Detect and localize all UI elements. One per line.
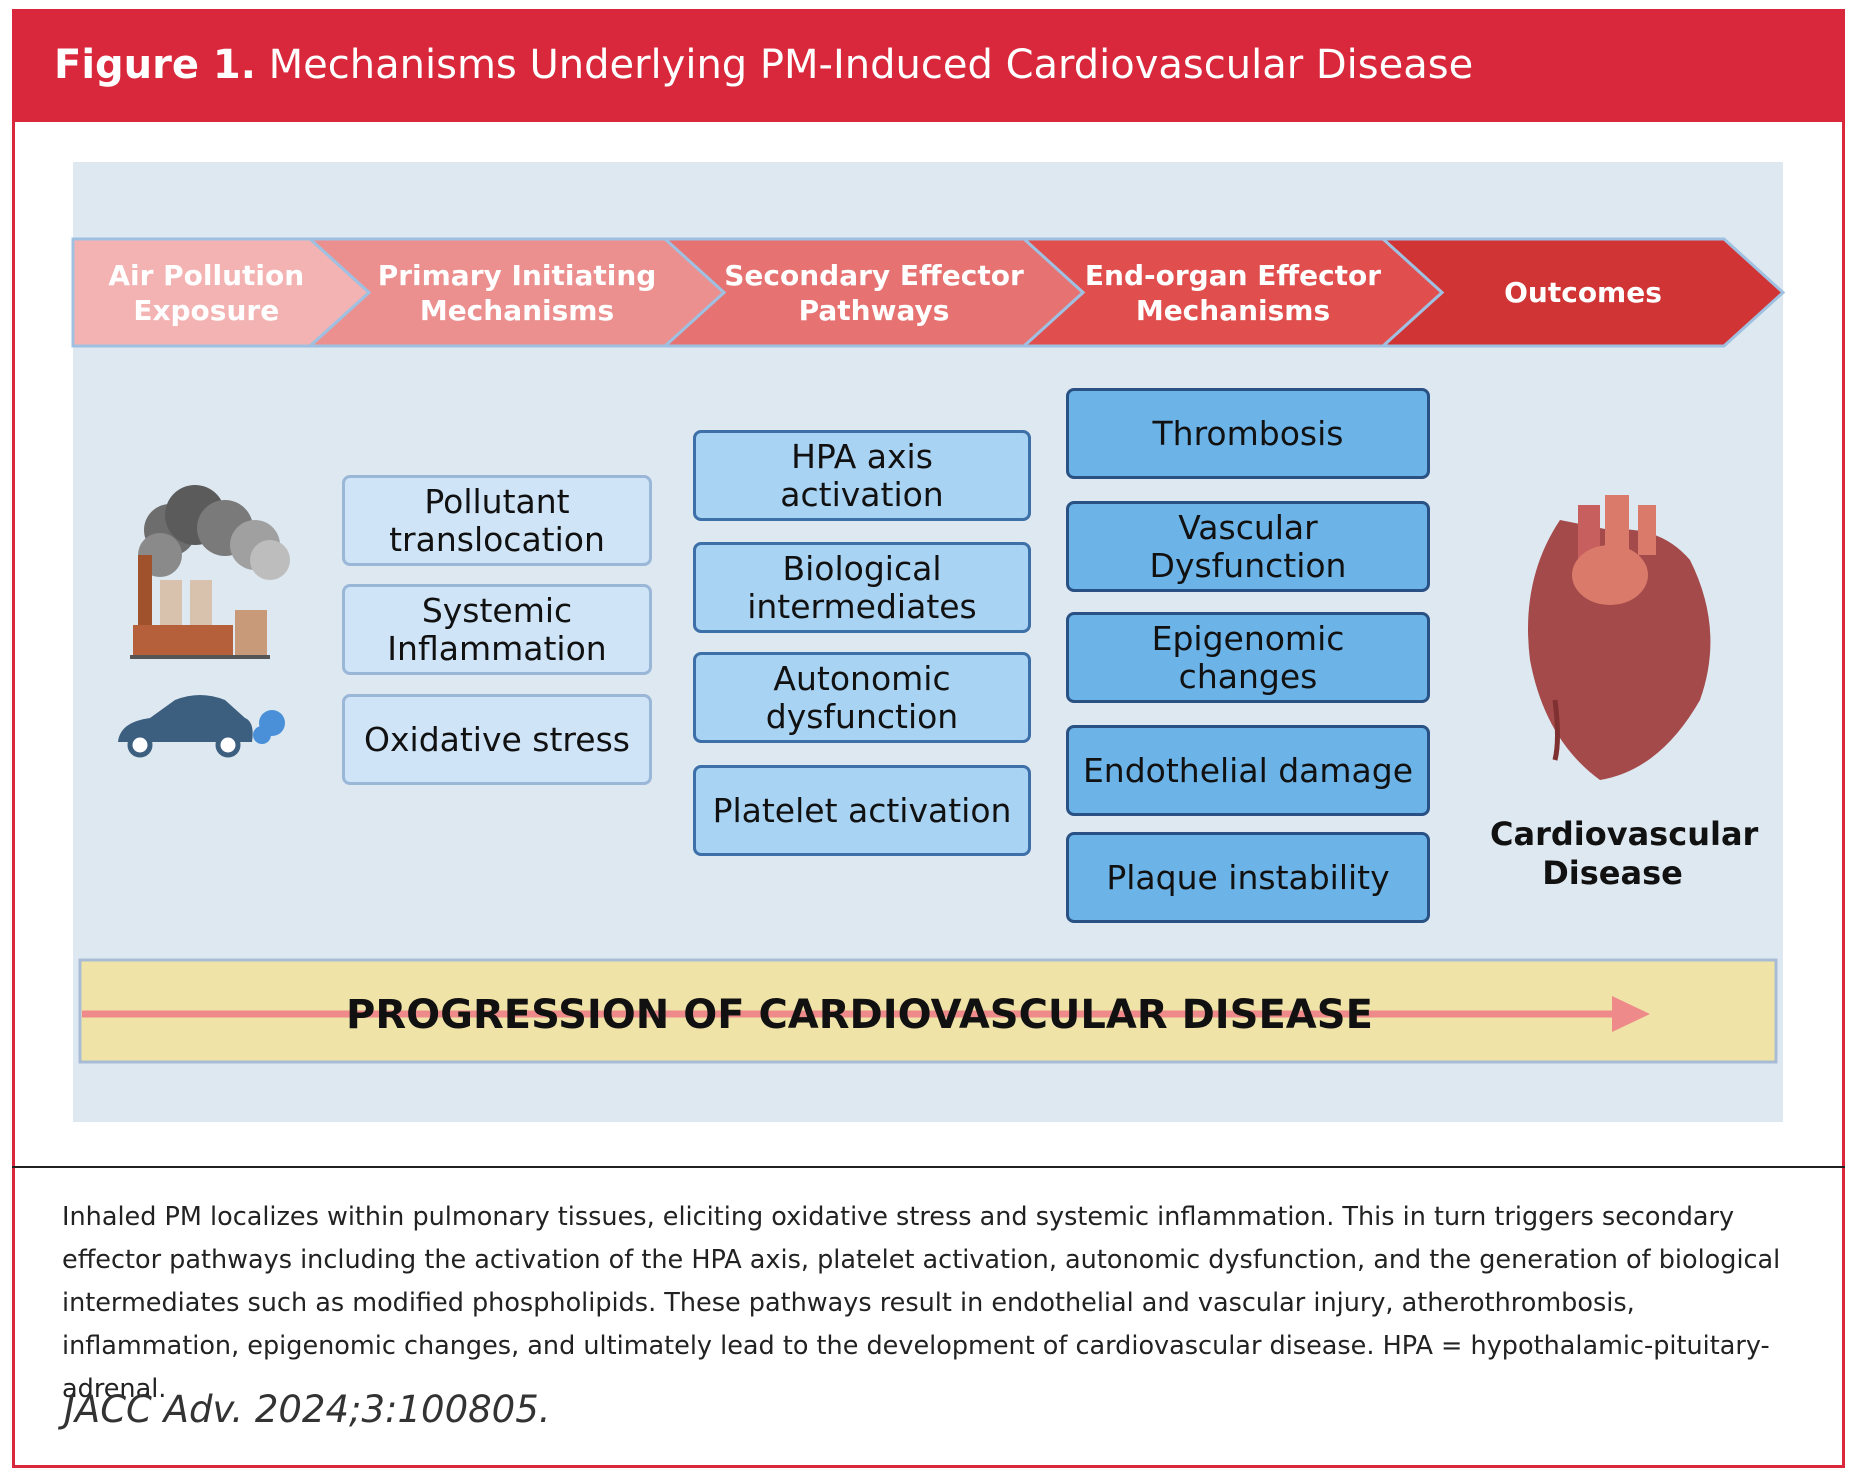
- factory-icon: [130, 485, 290, 659]
- stage-label: Primary Initiating Mechanisms: [377, 258, 657, 327]
- mechanism-box: Epigenomic changes: [1066, 612, 1430, 703]
- mechanism-box: Oxidative stress: [342, 694, 652, 785]
- divider: [12, 1166, 1845, 1168]
- progression-label: PROGRESSION OF CARDIOVASCULAR DISEASE: [346, 992, 1373, 1038]
- mechanism-box: Plaque instability: [1066, 832, 1430, 923]
- mechanism-box: HPA axis activation: [693, 430, 1031, 521]
- stage-chevron: [71, 237, 372, 348]
- mechanism-box: Biological intermediates: [693, 542, 1031, 633]
- mechanism-box: Thrombosis: [1066, 388, 1430, 479]
- mechanism-box: Vascular Dysfunction: [1066, 501, 1430, 592]
- mechanism-box: Systemic Inflammation: [342, 584, 652, 675]
- mechanism-box: Autonomic dysfunction: [693, 652, 1031, 743]
- car-icon: [118, 695, 285, 758]
- figure-title: Mechanisms Underlying PM-Induced Cardiov…: [268, 42, 1474, 88]
- heart-icon: [1528, 495, 1711, 780]
- mechanism-box: Pollutant translocation: [342, 475, 652, 566]
- caption: Inhaled PM localizes within pulmonary ti…: [62, 1202, 1781, 1404]
- outcome-label: Cardiovascular Disease: [1490, 815, 1759, 892]
- citation: JACC Adv. 2024;3:100805.: [64, 1388, 551, 1431]
- stage-label: End-organ Effector Mechanisms: [1084, 258, 1382, 327]
- figure-label: Figure 1.: [54, 42, 256, 88]
- stage-label: Outcomes: [1504, 276, 1662, 309]
- stage-label: Secondary Effector Pathways: [724, 258, 1024, 327]
- progression-bar: [78, 958, 1778, 1064]
- mechanism-box: Platelet activation: [693, 765, 1031, 856]
- mechanism-box: Endothelial damage: [1066, 725, 1430, 816]
- header: Figure 1. Mechanisms Underlying PM-Induc…: [12, 9, 1845, 122]
- stage-label: Air Pollution Exposure: [108, 258, 305, 327]
